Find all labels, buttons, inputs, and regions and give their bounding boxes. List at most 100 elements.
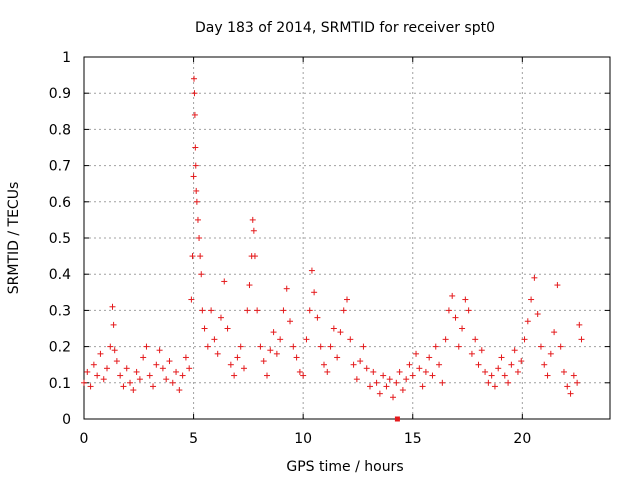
data-point [340, 307, 347, 314]
data-point [283, 285, 290, 292]
data-point [419, 383, 426, 390]
x-tick-label: 5 [189, 431, 198, 447]
data-point [491, 383, 498, 390]
data-point [159, 365, 166, 372]
data-point [574, 379, 581, 386]
data-point [196, 235, 203, 241]
data-point [557, 343, 564, 350]
data-point [524, 318, 531, 325]
data-point [511, 347, 518, 354]
data-point [193, 198, 200, 205]
data-point [143, 343, 150, 350]
y-tick-label: 0.2 [49, 340, 71, 356]
data-point [465, 307, 472, 314]
data-point [373, 379, 380, 386]
data-point [367, 383, 374, 390]
data-point [201, 325, 208, 332]
y-tick-label: 0.6 [49, 195, 71, 211]
y-tick-label: 0.8 [49, 122, 71, 138]
data-point [311, 289, 318, 296]
ticks-layer: 00.10.20.30.40.50.60.70.80.910 5 10 15 20 [49, 50, 610, 447]
data-point [306, 307, 313, 314]
data-point [94, 372, 101, 379]
data-point [380, 372, 387, 379]
data-point [217, 314, 224, 321]
data-point [204, 343, 211, 350]
data-point [237, 343, 244, 350]
data-point [191, 111, 198, 118]
data-point [208, 307, 215, 314]
data-point [182, 354, 189, 361]
data-point [528, 296, 535, 303]
data-point [211, 336, 218, 343]
data-point [190, 173, 197, 180]
x-tick-label: 20 [513, 431, 531, 447]
data-point [485, 379, 492, 386]
y-tick-label: 0.9 [49, 86, 71, 102]
data-point [191, 90, 198, 97]
data-point [173, 368, 180, 375]
data-point [442, 336, 449, 343]
data-point [531, 274, 538, 281]
data-point [570, 372, 577, 379]
data-point [462, 296, 469, 303]
data-point [317, 343, 324, 350]
data-point [107, 343, 114, 350]
data-point [505, 379, 512, 386]
data-point [123, 365, 130, 372]
data-point [296, 368, 303, 375]
data-point [370, 368, 377, 375]
data-point [432, 343, 439, 350]
data-point [140, 354, 147, 361]
data-point [199, 307, 206, 314]
data-point [214, 350, 221, 357]
data-point [224, 325, 231, 332]
data-point [84, 368, 91, 375]
data-point [113, 358, 120, 365]
data-point [363, 365, 370, 372]
data-point [393, 379, 400, 386]
y-tick-label: 0.5 [49, 231, 71, 247]
data-point [551, 329, 558, 336]
data-point [163, 376, 170, 383]
data-point [100, 376, 107, 383]
data-point [273, 350, 280, 357]
data-point [455, 343, 462, 350]
data-point [136, 376, 143, 383]
data-point [257, 343, 264, 350]
data-point [188, 296, 195, 303]
data-point [488, 372, 495, 379]
data-point [394, 416, 400, 422]
data-point [403, 376, 410, 383]
y-tick-label: 1 [62, 50, 71, 66]
data-point [179, 372, 186, 379]
data-point [396, 368, 403, 375]
data-point [436, 361, 443, 368]
data-point [169, 379, 176, 386]
data-point [413, 350, 420, 357]
data-point [176, 387, 183, 394]
chart-title: Day 183 of 2014, SRMTID for receiver spt… [195, 20, 495, 36]
data-point [130, 387, 137, 394]
data-point [240, 365, 247, 372]
data-point [429, 372, 436, 379]
data-point [300, 372, 307, 379]
data-point [330, 325, 337, 332]
data-point [416, 365, 423, 372]
data-point [192, 162, 199, 169]
data-point [449, 292, 456, 299]
data-point [521, 336, 528, 343]
x-tick-label: 10 [294, 431, 312, 447]
data-point [482, 368, 489, 375]
data-point [353, 376, 360, 383]
data-point [231, 372, 238, 379]
data-point [287, 318, 294, 325]
y-tick-label: 0 [62, 412, 71, 428]
data-point [576, 321, 583, 328]
x-tick-label: 0 [80, 431, 89, 447]
data-point [234, 354, 241, 361]
data-point [452, 314, 459, 321]
data-point [426, 354, 433, 361]
data-point [156, 347, 163, 354]
data-point [264, 372, 271, 379]
